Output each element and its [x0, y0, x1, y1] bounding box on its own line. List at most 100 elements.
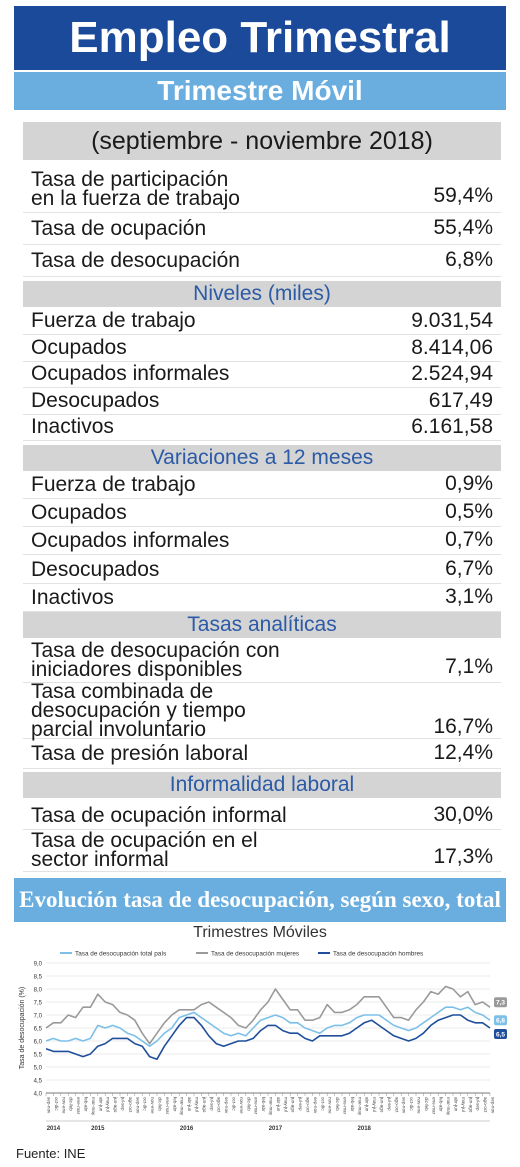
- row-value: 0,7%: [445, 528, 493, 551]
- x-tick-label: sep-nov: [224, 1097, 229, 1114]
- row-label: Tasa de participación en la fuerza de tr…: [31, 168, 240, 210]
- y-tick-label: 4,5: [34, 1079, 43, 1085]
- x-tick-label: ago-oct: [217, 1097, 222, 1113]
- y-axis-label: Tasa de desocupación (%): [19, 987, 26, 1070]
- x-tick-label: abr-jun: [365, 1097, 370, 1112]
- row-value: 617,49: [428, 388, 493, 412]
- x-tick-label: ene-mar: [76, 1097, 81, 1115]
- x-tick-label: ene-mar: [254, 1097, 259, 1115]
- analiticas-row: Tasa combinada de desocupación y tiempo …: [23, 681, 501, 740]
- section-header-niveles: Niveles (miles): [23, 281, 501, 307]
- y-tick-label: 6,0: [34, 1040, 43, 1046]
- y-tick-label: 6,5: [34, 1027, 43, 1033]
- row-label: Inactivos: [31, 415, 114, 438]
- row-label: Fuerza de trabajo: [31, 472, 196, 496]
- x-tick-label: may-jul: [461, 1097, 466, 1112]
- x-tick-label: may-jul: [372, 1097, 377, 1112]
- niveles-row: Fuerza de trabajo 9.031,54: [23, 307, 501, 335]
- row-value: 12,4%: [433, 741, 493, 764]
- x-tick-label: may-jul: [195, 1097, 200, 1112]
- tasa-row: Tasa de desocupación 6,8%: [23, 244, 501, 277]
- niveles-row: Ocupados informales 2.524,94: [23, 360, 501, 388]
- unemployment-line-chart: 4,0 4,5 5,0 5,5 6,0 6,5 7,0 7,5 8,0 8,5 9,0 Tasa de…: [19, 951, 507, 1132]
- y-tick-label: 7,5: [34, 1001, 43, 1007]
- x-tick-label: abr-jun: [454, 1097, 459, 1112]
- x-tick-label: oct-dic: [54, 1097, 59, 1111]
- y-tick-label: 5,0: [34, 1066, 43, 1072]
- x-tick-label: jul-sep: [476, 1096, 481, 1111]
- row-label: Tasa de ocupación: [31, 216, 207, 240]
- end-value-label: 6,5: [496, 1032, 505, 1039]
- row-value: 17,3%: [433, 845, 493, 868]
- x-tick-label: oct-dic: [320, 1097, 325, 1111]
- x-tick-label: ene-mar: [165, 1097, 170, 1115]
- x-tick-label: may-jul: [106, 1097, 111, 1112]
- analiticas-row: Tasa de desocupación con iniciadores dis…: [23, 638, 501, 683]
- x-tick-label: feb-abr: [261, 1097, 266, 1112]
- x-tick-label: mar-may: [446, 1097, 451, 1116]
- x-tick-label: abr-jun: [98, 1097, 103, 1112]
- niveles-row: Ocupados 8.414,06: [23, 334, 501, 362]
- niveles-row: Inactivos 6.161,58: [23, 413, 501, 441]
- row-value: 16,7%: [433, 714, 493, 738]
- row-value: 59,4%: [433, 184, 493, 207]
- row-label: Desocupados: [31, 557, 160, 581]
- row-value: 6,8%: [445, 248, 493, 271]
- y-tick-label: 9,0: [34, 962, 43, 968]
- variaciones-row: Ocupados informales 0,7%: [23, 526, 501, 555]
- y-tick-label: 5,5: [34, 1053, 43, 1059]
- x-tick-label: sep-nov: [491, 1097, 496, 1114]
- row-value: 3,1%: [445, 585, 493, 608]
- x-tick-label: abr-jun: [276, 1097, 281, 1112]
- x-tick-label: dic-feb: [335, 1097, 340, 1111]
- informalidad-row: Tasa de ocupación en el sector informal 1…: [23, 829, 501, 872]
- row-label: Ocupados: [31, 336, 127, 359]
- legend-label: Tasa de desocupación total país: [75, 951, 166, 958]
- legend-label: Tasa de desocupación mujeres: [211, 951, 299, 958]
- row-value: 0,5%: [445, 500, 493, 523]
- chart-subtitle: Trimestres Móviles: [193, 924, 327, 941]
- chart-title: Evolución tasa de desocupación, según se…: [14, 878, 506, 956]
- y-tick-label: 8,5: [34, 975, 43, 981]
- legend-label: Tasa de desocupación hombres: [333, 951, 423, 958]
- x-tick-label: jun-ago: [380, 1096, 385, 1113]
- x-tick-label: mar-may: [91, 1097, 96, 1116]
- x-tick-label: jul-sep: [121, 1096, 126, 1111]
- year-label: 2016: [180, 1126, 194, 1132]
- row-value: 2.524,94: [411, 361, 493, 385]
- x-tick-label: feb-abr: [84, 1097, 89, 1112]
- row-value: 55,4%: [433, 216, 493, 239]
- line-hombres: [45, 1014, 491, 1060]
- row-label: Inactivos: [31, 585, 114, 609]
- x-tick-label: jul-sep: [209, 1096, 214, 1111]
- x-tick-label: dic-feb: [158, 1097, 163, 1111]
- x-tick-label: ene-mar: [343, 1097, 348, 1115]
- row-value: 7,1%: [445, 655, 493, 678]
- section-header-informalidad: Informalidad laboral: [23, 772, 501, 798]
- x-tick-label: may-jul: [283, 1097, 288, 1112]
- x-tick-label: jun-ago: [113, 1096, 118, 1113]
- row-label: Tasa de ocupación en el sector informal: [31, 829, 258, 871]
- year-label: 2018: [358, 1126, 372, 1132]
- variaciones-row: Inactivos 3,1%: [23, 583, 501, 612]
- x-tick-label: feb-abr: [439, 1097, 444, 1112]
- variaciones-row: Fuerza de trabajo 0,9%: [23, 470, 501, 499]
- row-label: Tasa de presión laboral: [31, 741, 249, 765]
- x-tick-label: jun-ago: [468, 1096, 473, 1113]
- period-label: (septiembre - noviembre 2018): [23, 122, 501, 160]
- x-tick-label: ago-oct: [128, 1097, 133, 1113]
- variaciones-row: Ocupados 0,5%: [23, 498, 501, 527]
- end-value-label: 7,3: [496, 1000, 505, 1007]
- x-tick-label: jul-sep: [298, 1096, 303, 1111]
- x-tick-label: feb-abr: [172, 1097, 177, 1112]
- x-tick-label: ago-oct: [483, 1097, 488, 1113]
- section-header-analiticas: Tasas analíticas: [23, 612, 501, 638]
- x-tick-label: nov-ene: [61, 1097, 66, 1114]
- row-value: 9.031,54: [411, 308, 493, 332]
- x-tick-label: mar-may: [269, 1097, 274, 1116]
- niveles-row: Desocupados 617,49: [23, 387, 501, 415]
- line-mujeres: [45, 985, 491, 1045]
- row-value: 6,7%: [445, 557, 493, 580]
- x-tick-label: abr-jun: [187, 1097, 192, 1112]
- informalidad-row: Tasa de ocupación informal 30,0%: [23, 801, 501, 830]
